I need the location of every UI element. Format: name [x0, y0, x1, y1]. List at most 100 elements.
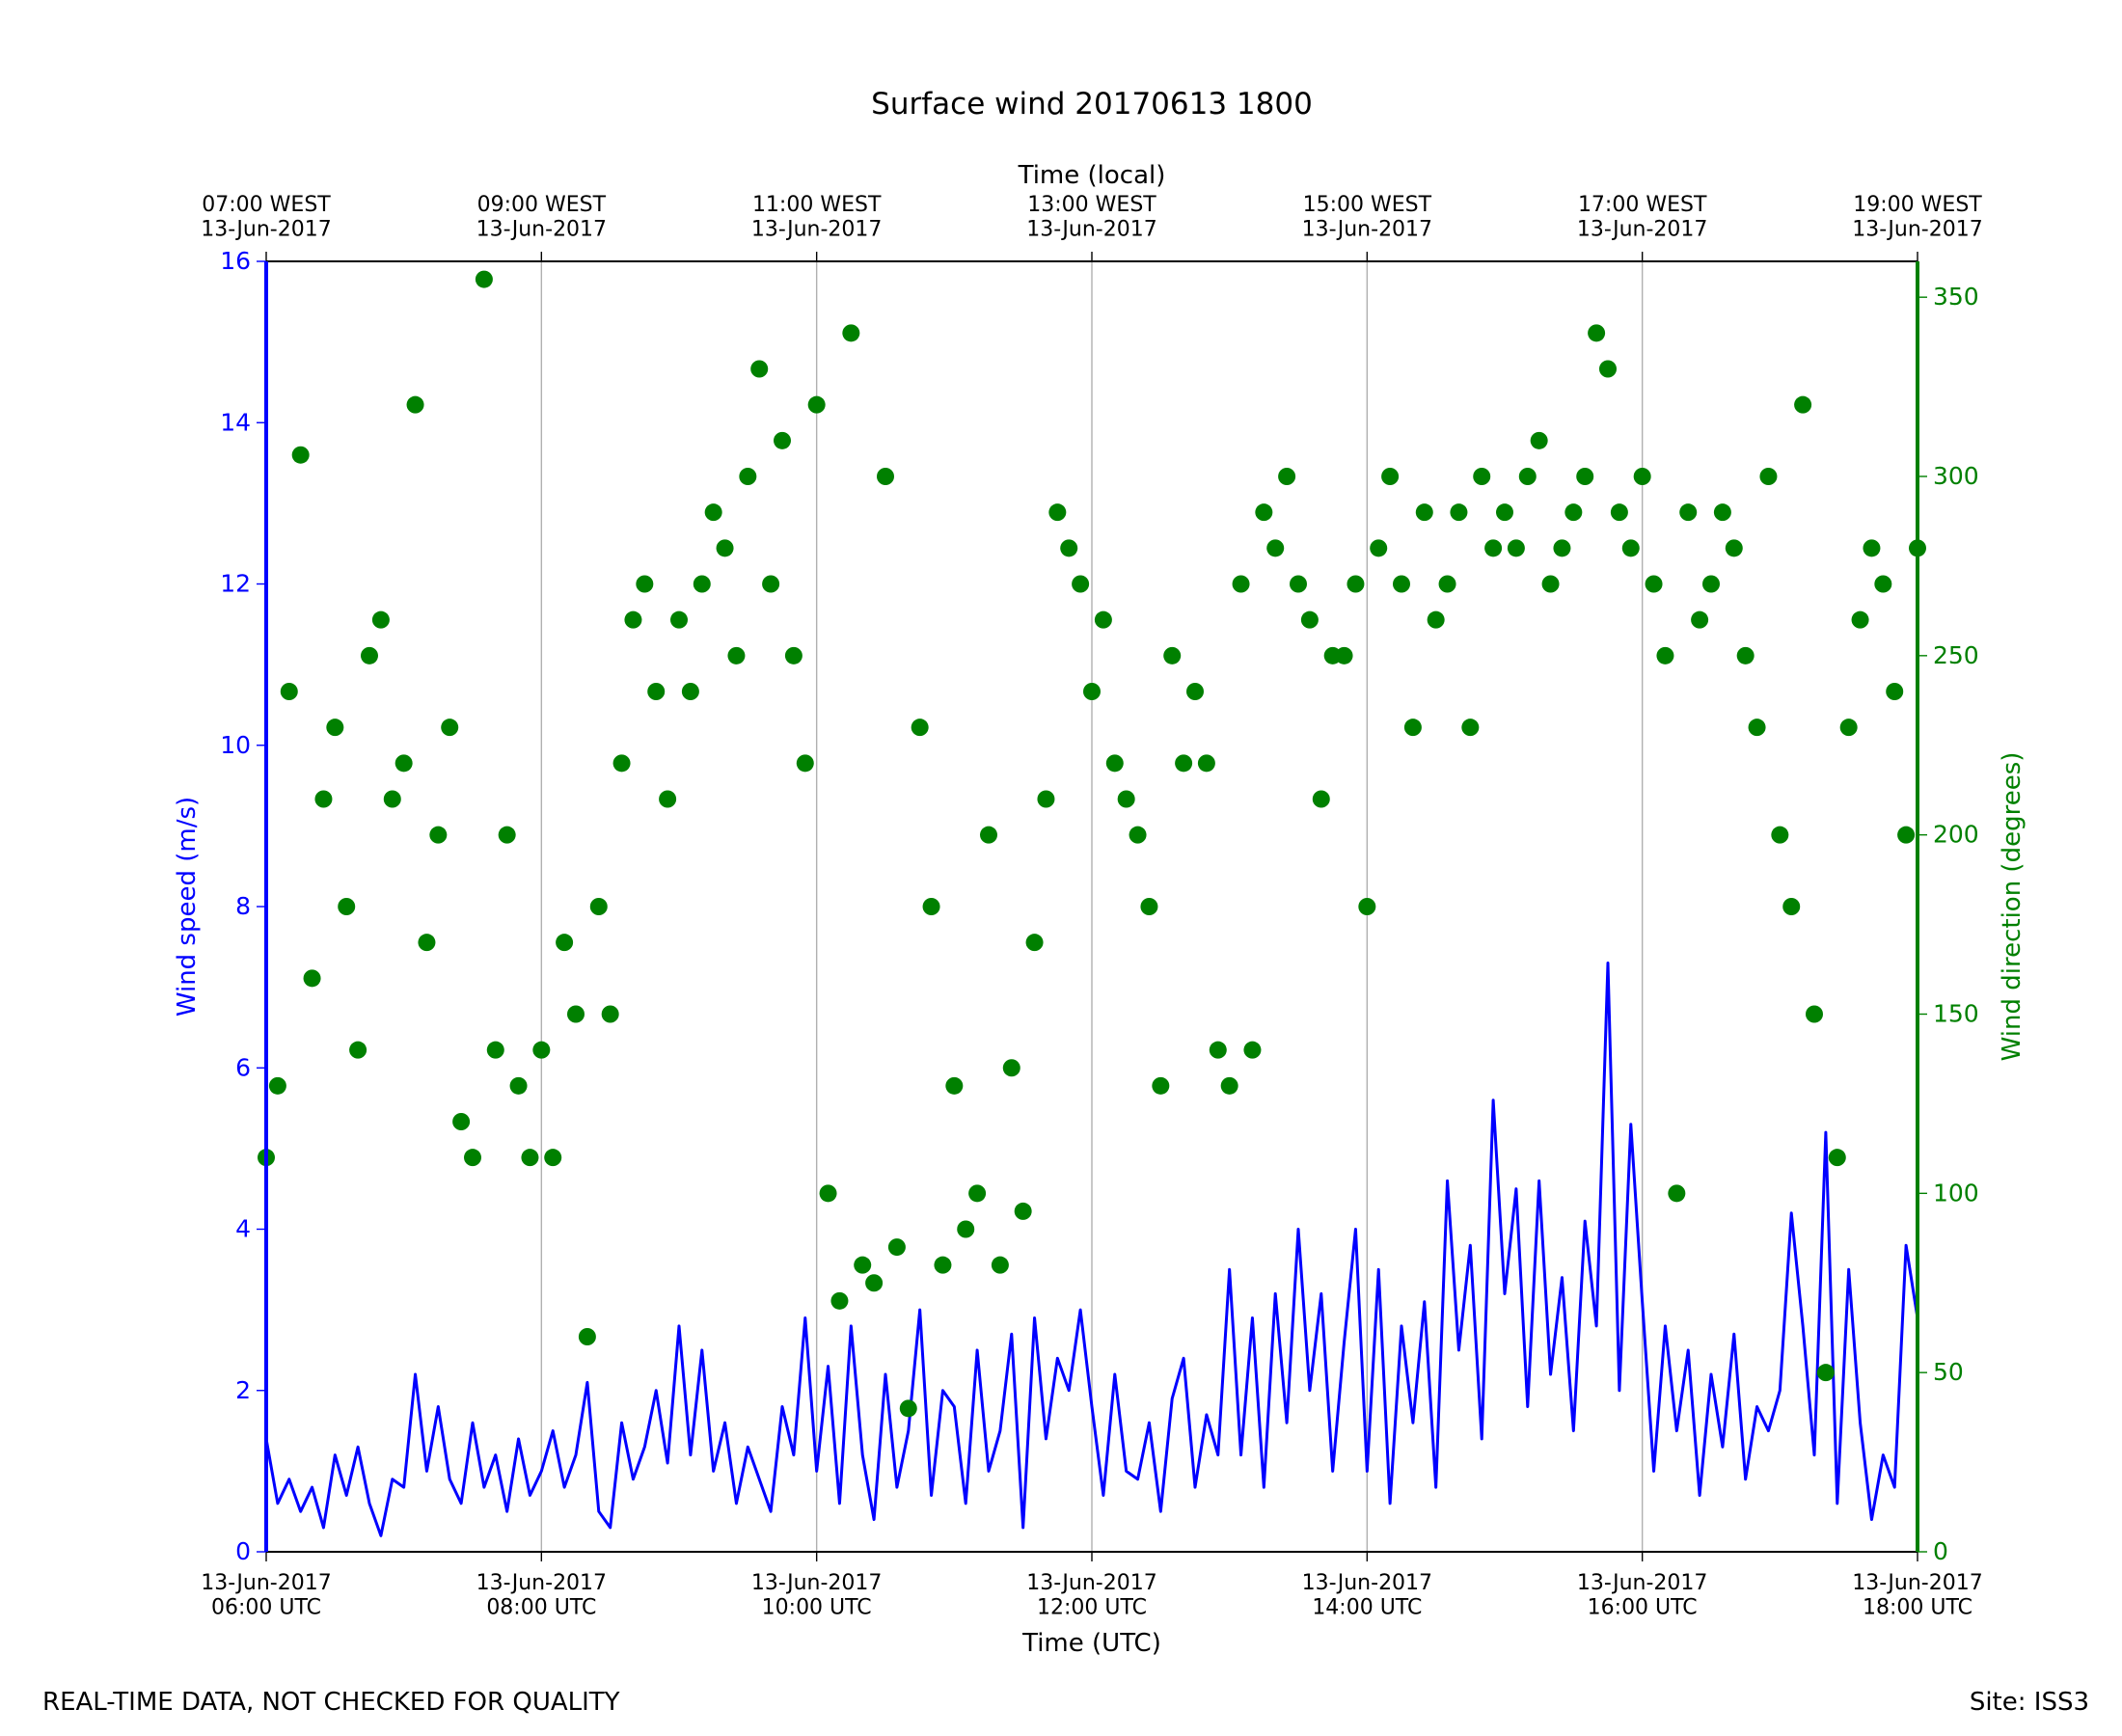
direction-point [1473, 468, 1491, 485]
direction-point [1759, 468, 1778, 485]
direction-point [361, 646, 378, 665]
x-tick-label: 13-Jun-2017 18:00 UTC [1852, 1571, 1982, 1619]
direction-point [612, 754, 631, 773]
direction-point [1105, 754, 1124, 773]
direction-point [1312, 790, 1330, 808]
x-tick-label: 13-Jun-2017 16:00 UTC [1577, 1571, 1707, 1619]
direction-point [1874, 575, 1892, 593]
direction-point [338, 898, 356, 915]
y-axis-label: Wind speed (m/s) [173, 797, 202, 1017]
direction-point [532, 1041, 551, 1059]
direction-point [1839, 719, 1858, 737]
direction-point [1140, 898, 1158, 915]
direction-point [1335, 646, 1353, 665]
x2-tick-label: 19:00 WEST 13-Jun-2017 [1852, 193, 1982, 241]
direction-point [1197, 754, 1215, 773]
direction-point [291, 446, 310, 464]
direction-point [280, 683, 298, 700]
direction-point [887, 1238, 906, 1257]
direction-point [1450, 503, 1468, 522]
direction-point [1083, 683, 1101, 700]
direction-point [578, 1328, 596, 1345]
speed-line [264, 962, 1919, 1537]
y-tick-label: 6 [235, 1053, 251, 1081]
direction-point [1588, 324, 1606, 342]
y2-tick-label: 150 [1933, 1000, 1979, 1028]
direction-point [842, 324, 860, 342]
direction-point [544, 1149, 562, 1167]
site-label: Site: ISS3 [1970, 1688, 2089, 1717]
x2-tick-label: 07:00 WEST 13-Jun-2017 [201, 193, 331, 241]
direction-point [1186, 683, 1204, 700]
direction-point [1633, 468, 1651, 485]
y2-tick-label: 300 [1933, 462, 1979, 490]
direction-point [1255, 503, 1273, 522]
direction-point [1427, 610, 1445, 629]
direction-point [659, 790, 677, 808]
direction-point [589, 898, 608, 915]
direction-point [1290, 575, 1307, 593]
direction-point [1381, 468, 1400, 485]
direction-point [1679, 503, 1698, 522]
direction-point [991, 1256, 1009, 1274]
direction-point [807, 395, 826, 414]
direction-point [1691, 610, 1709, 629]
direction-point [1152, 1076, 1170, 1095]
y-tick-label: 0 [235, 1537, 251, 1565]
direction-point [784, 646, 803, 665]
direction-point [1713, 503, 1731, 522]
x-axis-label: Time (UTC) [1021, 1629, 1161, 1658]
direction-point [1886, 683, 1904, 700]
direction-point [1610, 503, 1628, 522]
direction-point [1025, 934, 1044, 952]
y2-tick-label: 0 [1933, 1537, 1948, 1565]
direction-point [899, 1399, 917, 1418]
x2-tick-label: 15:00 WEST 13-Jun-2017 [1302, 193, 1432, 241]
direction-point [1782, 898, 1801, 915]
direction-point [1507, 539, 1525, 557]
direction-point [819, 1184, 837, 1203]
y-tick-label: 12 [220, 570, 251, 598]
direction-point [1748, 719, 1766, 737]
direction-point [681, 683, 699, 700]
direction-point [486, 1041, 504, 1059]
direction-point [1415, 503, 1433, 522]
chart-title: Surface wind 20170613 1800 [871, 87, 1313, 122]
direction-point [475, 270, 493, 288]
y2-tick-label: 200 [1933, 821, 1979, 849]
direction-point [1621, 539, 1640, 557]
direction-point [394, 754, 413, 773]
direction-point [1370, 539, 1388, 557]
direction-point [774, 431, 791, 449]
direction-point [326, 719, 344, 737]
direction-point [750, 360, 769, 378]
x2-tick-label: 09:00 WEST 13-Jun-2017 [476, 193, 607, 241]
direction-point [521, 1149, 539, 1167]
y-tick-label: 16 [220, 247, 251, 275]
x-tick-label: 13-Jun-2017 10:00 UTC [751, 1571, 882, 1619]
direction-point [1656, 646, 1674, 665]
direction-point [1243, 1041, 1262, 1059]
direction-point [1794, 395, 1812, 414]
direction-point [1553, 539, 1571, 557]
direction-point [383, 790, 401, 808]
direction-point [704, 503, 722, 522]
direction-point [911, 719, 929, 737]
direction-point [1484, 539, 1503, 557]
direction-point [1037, 790, 1055, 808]
direction-point [1438, 575, 1456, 593]
direction-point [1496, 503, 1513, 522]
x2-tick-label: 11:00 WEST 13-Jun-2017 [751, 193, 882, 241]
direction-point [968, 1184, 987, 1203]
direction-point [441, 719, 459, 737]
y-tick-label: 4 [235, 1215, 251, 1243]
direction-point [727, 646, 746, 665]
y2-tick-label: 50 [1933, 1358, 1964, 1386]
y2-tick-label: 250 [1933, 641, 1979, 669]
direction-point [1771, 826, 1789, 844]
direction-point [1300, 610, 1319, 629]
direction-point [567, 1005, 585, 1023]
direction-point [1014, 1202, 1032, 1220]
direction-point [1209, 1041, 1227, 1059]
